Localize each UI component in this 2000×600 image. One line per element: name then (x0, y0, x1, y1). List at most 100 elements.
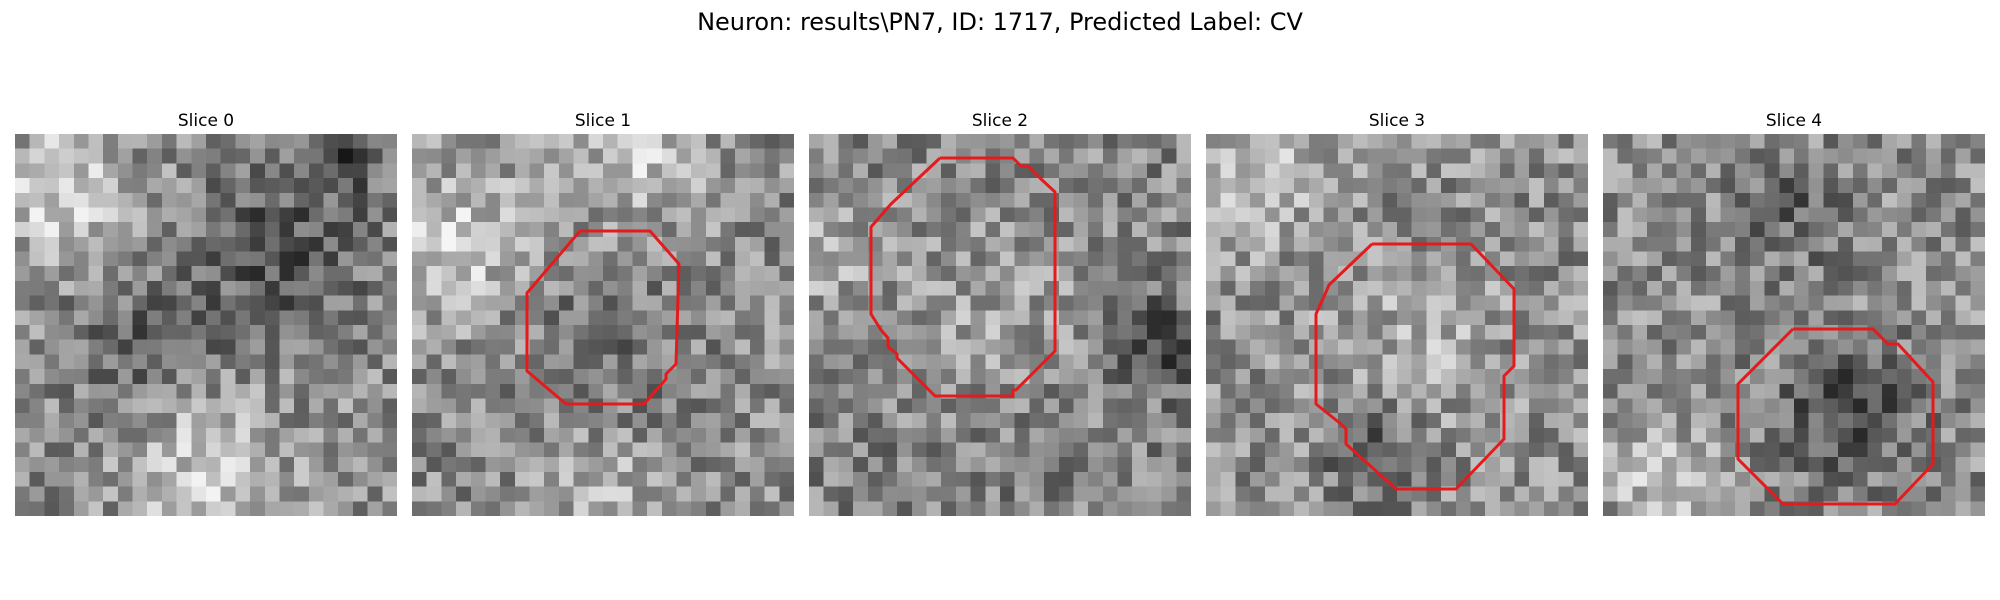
slice-pixel (441, 266, 457, 282)
slice-pixel (44, 413, 60, 429)
slice-pixel (1896, 471, 1913, 488)
slice-pixel (132, 134, 148, 150)
slice-pixel (1882, 280, 1898, 297)
slice-pixel (1367, 427, 1383, 444)
slice-pixel (779, 501, 794, 516)
slice-pixel (456, 280, 472, 297)
slice-pixel (1220, 354, 1236, 370)
slice-pixel (1073, 325, 1089, 341)
slice-pixel (1529, 442, 1545, 458)
slice-pixel (412, 398, 428, 414)
slice-pixel (941, 398, 957, 414)
slice-pixel (1382, 339, 1398, 355)
slice-pixel (235, 486, 251, 502)
slice-pixel (1264, 442, 1281, 458)
slice-pixel (955, 457, 972, 473)
slice-pixel (1264, 163, 1281, 179)
slice-pixel (838, 207, 854, 223)
slice-pixel (426, 310, 442, 326)
slice-pixel (103, 442, 119, 458)
slice-pixel (1808, 295, 1824, 311)
slice-pixel (412, 148, 428, 164)
slice-pixel (1411, 442, 1427, 458)
slice-pixel (1382, 222, 1398, 238)
slice-pixel (1470, 134, 1486, 150)
slice-pixel (691, 207, 707, 223)
slice-pixel (1441, 369, 1457, 385)
slice-pixel (412, 501, 428, 516)
slice-pixel (1603, 236, 1619, 253)
slice-pixel (1058, 369, 1075, 385)
slice-pixel (1794, 339, 1810, 355)
slice-pixel (1044, 486, 1060, 502)
slice-pixel (485, 501, 501, 516)
slice-pixel (264, 310, 281, 326)
slice-pixel (1647, 471, 1663, 488)
slice-pixel (1206, 354, 1222, 370)
slice-pixel (514, 398, 531, 414)
slice-pixel (1411, 222, 1427, 238)
slice-pixel (456, 398, 472, 414)
slice-pixel (1499, 383, 1516, 400)
slice-pixel (1632, 471, 1648, 488)
slice-pixel (749, 310, 766, 326)
slice-pixel (1676, 266, 1692, 282)
slice-pixel (1514, 207, 1530, 223)
slice-pixel (1705, 413, 1722, 429)
slice-pixel (1794, 222, 1810, 238)
slice-pixel (485, 354, 501, 370)
slice-pixel (603, 413, 619, 429)
slice-pixel (132, 501, 148, 516)
slice-pixel (1073, 295, 1089, 311)
slice-pixel (485, 236, 501, 253)
slice-pixel (441, 354, 457, 370)
slice-pixel (1514, 192, 1530, 209)
slice-pixel (441, 413, 457, 429)
slice-pixel (1558, 486, 1574, 502)
slice-pixel (426, 383, 442, 400)
slice-pixel (412, 442, 428, 458)
slice-pixel (955, 266, 972, 282)
slice-pixel (1367, 413, 1383, 429)
slice-pixel (191, 442, 207, 458)
slice-pixel (1573, 163, 1588, 179)
slice-pixel (809, 339, 825, 355)
slice-pixel (1808, 339, 1824, 355)
slice-pixel (176, 222, 192, 238)
slice-pixel (911, 236, 928, 253)
slice-pixel (691, 354, 707, 370)
slice-pixel (1632, 413, 1648, 429)
slice-pixel (88, 192, 104, 209)
slice-pixel (970, 442, 986, 458)
slice-pixel (617, 339, 633, 355)
slice-pixel (1235, 398, 1251, 414)
slice-pixel (1573, 383, 1588, 400)
slice-pixel (1735, 134, 1751, 150)
slice-pixel (485, 266, 501, 282)
slice-pixel (29, 207, 45, 223)
slice-pixel (44, 251, 60, 267)
slice-pixel (749, 457, 766, 473)
slice-pixel (1161, 369, 1177, 385)
slice-pixel (250, 310, 266, 326)
slice-pixel (1397, 178, 1413, 194)
slice-pixel (1367, 222, 1383, 238)
slice-pixel (1852, 178, 1869, 194)
slice-pixel (147, 207, 163, 223)
slice-pixel (1514, 134, 1530, 150)
slice-pixel (764, 134, 780, 150)
slice-pixel (456, 148, 472, 164)
slice-pixel (573, 369, 589, 385)
slice-pixel (1779, 383, 1795, 400)
slice-pixel (1441, 148, 1457, 164)
slice-pixel (1308, 207, 1325, 223)
slice-pixel (1940, 354, 1957, 370)
slice-pixel (1206, 280, 1222, 297)
slice-pixel (367, 266, 383, 282)
slice-pixel (1896, 266, 1913, 282)
slice-pixel (1073, 471, 1089, 488)
slice-pixel (985, 471, 1001, 488)
slice-pixel (1779, 427, 1795, 444)
slice-pixel (294, 236, 310, 253)
slice-pixel (1367, 295, 1383, 311)
